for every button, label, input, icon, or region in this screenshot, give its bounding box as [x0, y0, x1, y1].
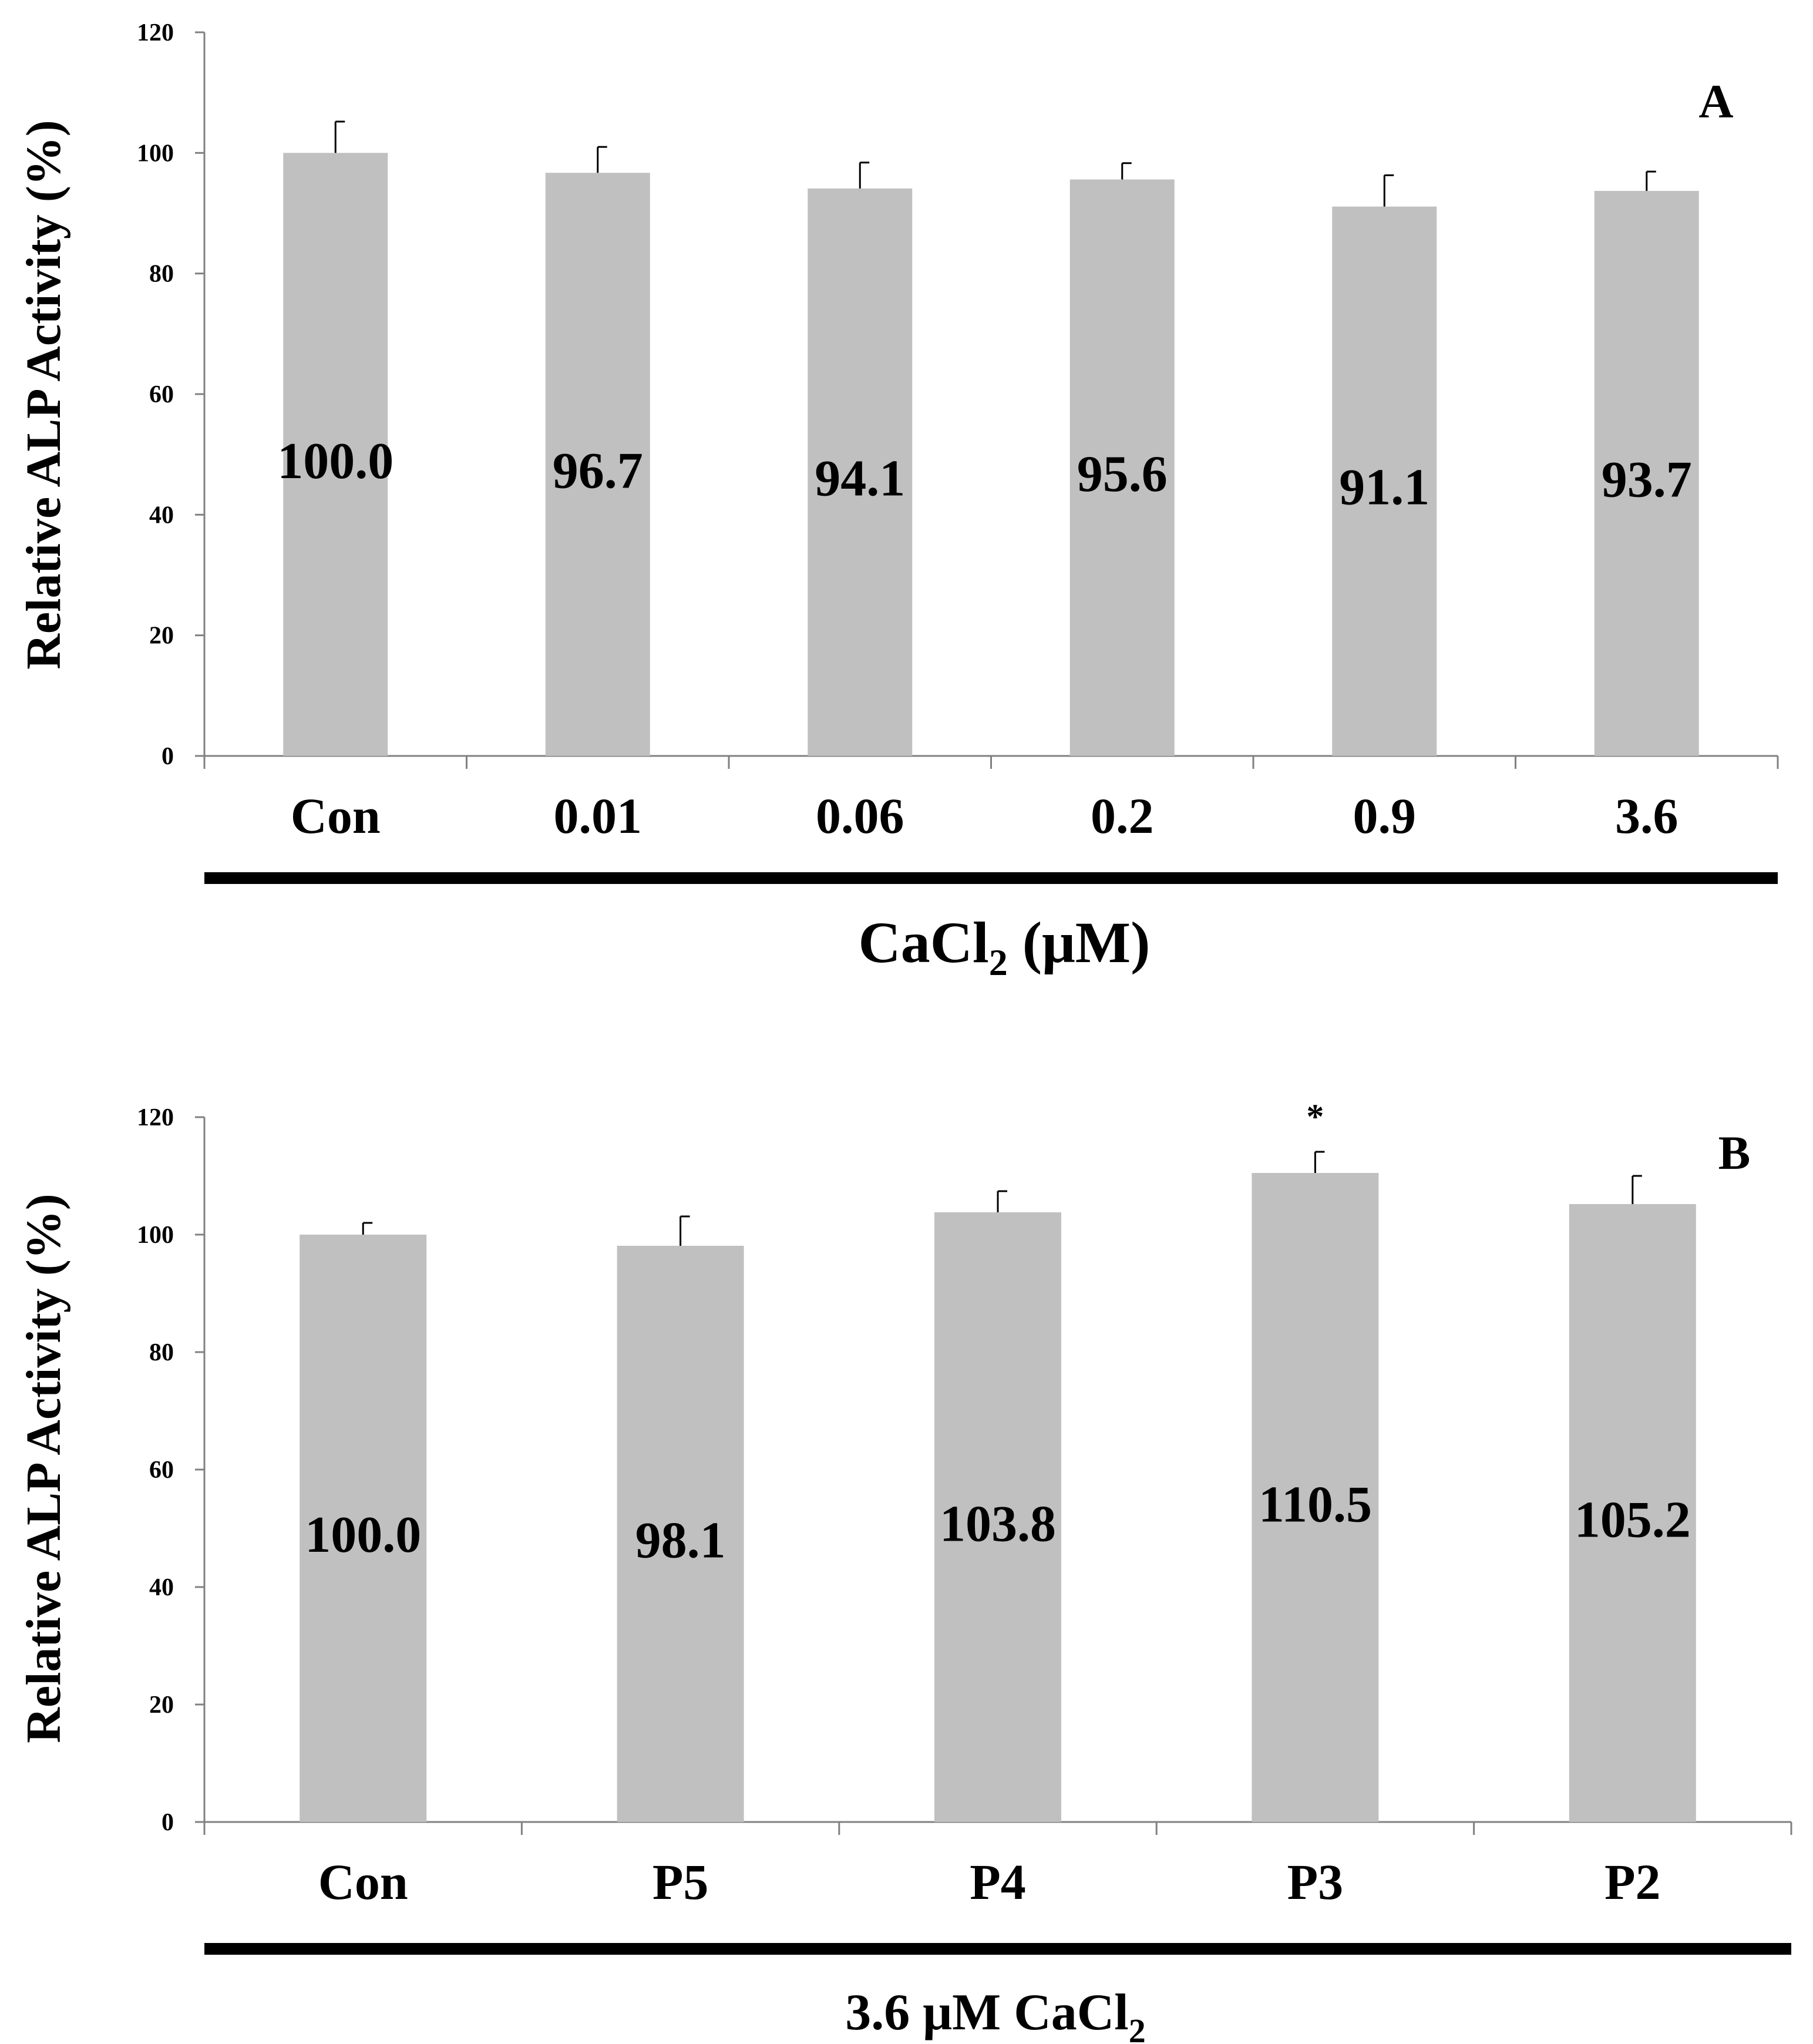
data-label: 110.5 — [1259, 1477, 1372, 1534]
group-bracket-line — [204, 872, 1778, 884]
x-axis-title-subscript: 2 — [1129, 2012, 1146, 2044]
x-category-label: Con — [318, 1854, 408, 1910]
bar — [300, 1235, 427, 1822]
x-category-label: P3 — [1287, 1854, 1344, 1910]
y-tick-label: 60 — [149, 381, 174, 408]
x-category-label: 0.9 — [1353, 788, 1417, 844]
y-tick-label: 40 — [149, 502, 174, 529]
x-axis-title: 3.6 μM CaCl2 — [845, 1984, 1146, 2044]
y-tick-label: 120 — [137, 19, 174, 46]
data-label: 91.1 — [1339, 459, 1429, 516]
y-tick-label: 20 — [149, 623, 174, 650]
x-category-label: 0.06 — [816, 788, 904, 844]
data-label: 105.2 — [1575, 1492, 1691, 1549]
bar — [1332, 206, 1437, 756]
panel-label: B — [1718, 1126, 1751, 1179]
y-axis-title: Relative ALP Activity (%) — [16, 1194, 71, 1743]
chart-panel-b: 0 20 40 60 80 100 120 100.0 Con 98.1 P5 103.8 P4 110.… — [16, 1097, 1792, 2044]
y-tick-label: 120 — [137, 1104, 174, 1131]
bar — [808, 188, 913, 756]
x-category-label: P5 — [652, 1854, 709, 1910]
y-tick-label: 100 — [137, 1222, 174, 1249]
bar — [1069, 179, 1175, 756]
data-label: 100.0 — [305, 1507, 421, 1564]
data-label: 95.6 — [1077, 446, 1168, 503]
x-axis-title-main: 3.6 μM CaCl — [845, 1984, 1129, 2041]
y-tick-label: 40 — [149, 1574, 174, 1601]
y-tick-label: 80 — [149, 1339, 174, 1366]
x-category-label: P2 — [1605, 1854, 1661, 1910]
x-axis-title-subscript: 2 — [989, 942, 1008, 983]
panel-label: A — [1698, 75, 1733, 128]
y-tick-label: 20 — [149, 1692, 174, 1719]
data-label: 103.8 — [940, 1495, 1056, 1552]
y-tick-label: 100 — [137, 140, 174, 167]
x-category-label: P4 — [970, 1854, 1026, 1910]
significance-marker: * — [1306, 1097, 1324, 1136]
bar — [545, 173, 650, 756]
x-category-label: 0.01 — [554, 788, 643, 844]
bar — [934, 1212, 1061, 1822]
data-label: 96.7 — [553, 443, 643, 500]
bar — [1252, 1173, 1379, 1822]
y-tick-label: 60 — [149, 1457, 174, 1484]
x-axis-title-tail: (μM) — [1008, 910, 1151, 975]
group-bracket-line — [204, 1943, 1791, 1955]
data-label: 93.7 — [1602, 452, 1692, 509]
y-tick-label: 0 — [162, 743, 174, 770]
y-axis-title: Relative ALP Activity (%) — [16, 120, 71, 669]
x-category-label: 0.2 — [1091, 788, 1154, 844]
data-label: 98.1 — [635, 1512, 726, 1569]
x-axis-title-main: CaCl — [859, 910, 989, 975]
y-tick-label: 0 — [162, 1809, 174, 1836]
y-tick-label: 80 — [149, 261, 174, 288]
data-label: 94.1 — [815, 451, 905, 507]
bar — [283, 153, 388, 756]
chart-panel-a: 0 20 40 60 80 100 120 100.0 Con 96.7 0.01 94.1 0.06 9… — [16, 19, 1779, 983]
x-category-label: 3.6 — [1615, 788, 1679, 844]
data-label: 100.0 — [277, 433, 393, 490]
bar — [1594, 191, 1699, 757]
x-category-label: Con — [291, 788, 381, 844]
bar — [617, 1246, 744, 1822]
x-axis-title: CaCl2 (μM) — [859, 910, 1151, 983]
bar — [1569, 1204, 1696, 1822]
